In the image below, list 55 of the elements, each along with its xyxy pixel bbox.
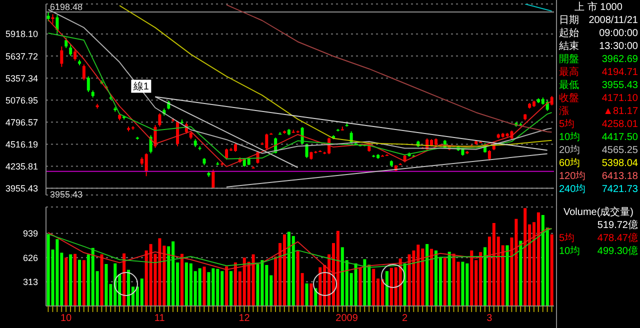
text: 6413.18	[602, 171, 638, 182]
text: 478.47億	[597, 233, 638, 244]
category-label: 240均	[559, 183, 586, 196]
y-tick-label: 313	[22, 276, 38, 287]
category-label: 5均	[559, 232, 575, 245]
y-tick-label: 4796.57	[5, 117, 38, 128]
text: 7421.73	[602, 184, 638, 195]
category-label: 最高	[559, 66, 579, 79]
category-label: 10均	[559, 245, 580, 258]
text: Volume(成交量)	[562, 206, 634, 219]
text: 4565.25	[602, 145, 638, 156]
text: 519.72億	[597, 220, 638, 231]
text: 09:00:00	[599, 28, 638, 39]
category-label: 收盤	[559, 92, 579, 105]
category-label: 10均	[559, 131, 580, 144]
y-tick-label: 5076.95	[5, 95, 38, 106]
y-tick-label: 626	[22, 252, 38, 263]
category-label: 開盤	[559, 53, 579, 66]
x-tick-label: 11	[154, 313, 166, 324]
y-tick-label: 4516.19	[5, 139, 38, 150]
y-tick-label: 5357.34	[5, 73, 38, 84]
category-label: 漲	[559, 105, 569, 118]
y-tick-label: 5918.10	[5, 29, 38, 40]
category-label: 20均	[559, 144, 580, 157]
y-tick-label: 5637.72	[5, 51, 38, 62]
series-label: 線1	[132, 82, 150, 93]
text: 4171.10	[602, 93, 638, 104]
x-tick-label: 2	[402, 313, 408, 324]
ref-line-label: 3955.43	[50, 189, 83, 200]
text: 4417.50	[602, 132, 638, 143]
text: 上 市 1000	[574, 1, 624, 14]
category-label: 最低	[559, 79, 579, 92]
y-tick-label: 939	[22, 228, 38, 239]
y-tick-label: 3955.43	[5, 183, 38, 194]
text: 3962.69	[602, 54, 638, 65]
category-label: 60均	[559, 157, 580, 170]
x-tick-label: 2009	[336, 313, 358, 324]
category-label: 日期	[559, 14, 579, 27]
category-label: 起始	[559, 27, 579, 40]
x-tick-label: 12	[238, 313, 250, 324]
category-label: 5均	[559, 118, 575, 131]
text: 2008/11/21	[588, 15, 638, 26]
y-tick-label: 4235.81	[5, 161, 38, 172]
text: 4194.71	[602, 67, 638, 78]
category-label: 結束	[559, 40, 579, 53]
category-label: 120均	[559, 170, 586, 183]
text: 4258.01	[602, 119, 638, 130]
text: ▲81.17	[603, 106, 638, 117]
ref-line-label: 6198.48	[50, 2, 83, 12]
x-tick-label: 10	[60, 313, 72, 324]
text: 499.30億	[597, 246, 638, 257]
text: 13:30:00	[599, 41, 638, 52]
x-tick-label: 3	[486, 313, 493, 324]
text: 3955.43	[602, 80, 638, 91]
text: 5398.04	[602, 158, 638, 169]
